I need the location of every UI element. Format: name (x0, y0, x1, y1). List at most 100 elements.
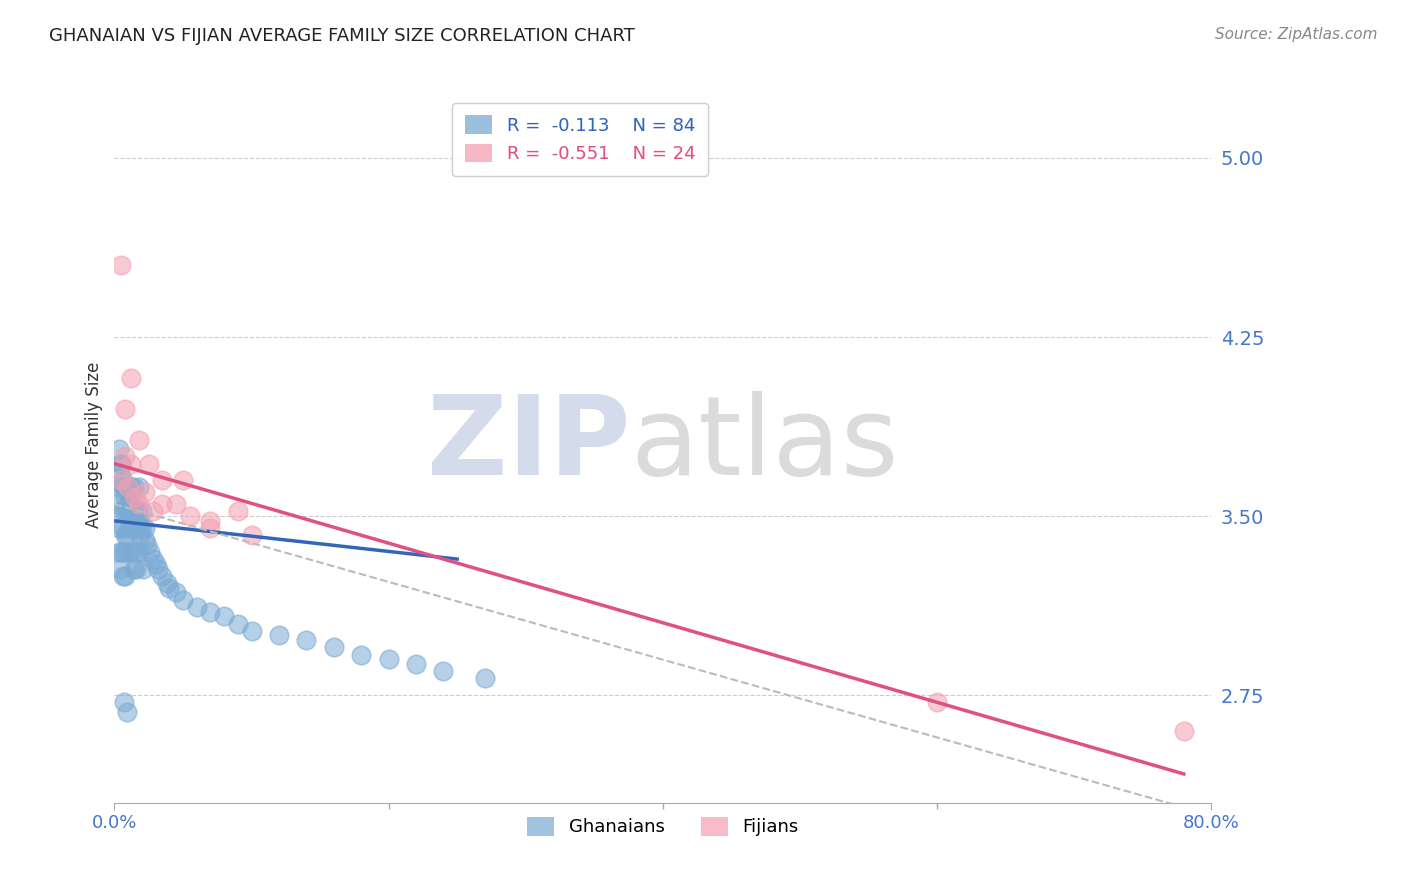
Point (114, 401, 136, 416)
Point (115, 528, 138, 542)
Point (432, 665, 454, 679)
Point (111, 569, 134, 583)
Point (226, 504, 249, 518)
Point (117, 480, 139, 494)
Point (134, 533, 156, 547)
Point (142, 552, 165, 566)
Point (474, 672, 496, 686)
Point (121, 521, 143, 535)
Point (120, 490, 142, 504)
Point (121, 509, 143, 524)
Point (212, 609, 235, 624)
Point (108, 561, 131, 575)
Point (200, 605, 222, 619)
Point (114, 569, 136, 583)
Point (179, 509, 201, 524)
Point (114, 450, 136, 464)
Point (107, 545, 129, 559)
Point (165, 497, 187, 511)
Point (122, 561, 145, 575)
Point (114, 480, 136, 494)
Point (120, 457, 142, 471)
Point (172, 592, 194, 607)
Point (112, 695, 135, 709)
Legend: R =  -0.113    N = 84, R =  -0.551    N = 24: R = -0.113 N = 84, R = -0.551 N = 24 (453, 103, 707, 176)
Point (115, 504, 138, 518)
Point (117, 545, 139, 559)
Point (114, 490, 136, 504)
Point (120, 480, 142, 494)
Point (128, 514, 150, 528)
Point (112, 504, 135, 518)
Point (226, 616, 249, 631)
Point (118, 504, 141, 518)
Point (127, 509, 149, 524)
Point (110, 504, 132, 518)
Point (125, 561, 148, 575)
Point (405, 657, 427, 672)
Point (267, 628, 290, 642)
Point (152, 473, 174, 487)
Point (152, 569, 174, 583)
Point (172, 473, 194, 487)
Text: atlas: atlas (630, 391, 898, 498)
Point (138, 457, 160, 471)
Point (105, 497, 128, 511)
Point (240, 624, 263, 638)
Point (240, 528, 263, 542)
Point (128, 480, 150, 494)
Point (134, 485, 156, 500)
Text: GHANAIAN VS FIJIAN AVERAGE FAMILY SIZE CORRELATION CHART: GHANAIAN VS FIJIAN AVERAGE FAMILY SIZE C… (49, 27, 636, 45)
Point (350, 648, 373, 662)
Point (124, 490, 146, 504)
Point (186, 599, 208, 614)
Point (132, 561, 155, 575)
Point (122, 480, 145, 494)
Point (125, 521, 148, 535)
Point (110, 457, 132, 471)
Point (111, 473, 134, 487)
Point (110, 457, 132, 471)
Text: Source: ZipAtlas.com: Source: ZipAtlas.com (1215, 27, 1378, 42)
Point (127, 504, 149, 518)
Point (129, 521, 152, 535)
Point (131, 504, 153, 518)
Point (110, 259, 132, 273)
Point (118, 521, 141, 535)
Text: ZIP: ZIP (426, 391, 630, 498)
Point (139, 545, 162, 559)
Point (200, 514, 222, 528)
Point (121, 504, 143, 518)
Point (124, 504, 146, 518)
Point (110, 473, 132, 487)
Point (322, 640, 344, 655)
Y-axis label: Average Family Size: Average Family Size (86, 361, 103, 528)
Point (107, 521, 129, 535)
Point (117, 480, 139, 494)
Point (152, 497, 174, 511)
Point (157, 581, 180, 595)
Point (1173, 723, 1195, 738)
Point (118, 497, 141, 511)
Point (925, 695, 948, 709)
Point (120, 545, 142, 559)
Point (115, 497, 138, 511)
Point (129, 528, 152, 542)
Point (107, 442, 129, 457)
Point (145, 557, 167, 571)
Point (295, 633, 318, 648)
Point (112, 545, 135, 559)
Point (117, 485, 139, 500)
Point (115, 705, 138, 719)
Point (112, 480, 135, 494)
Point (128, 433, 150, 447)
Point (120, 370, 142, 384)
Point (136, 538, 159, 552)
Point (148, 561, 170, 575)
Point (200, 521, 222, 535)
Point (128, 545, 150, 559)
Point (142, 504, 165, 518)
Point (111, 480, 134, 494)
Point (108, 480, 131, 494)
Point (117, 504, 139, 518)
